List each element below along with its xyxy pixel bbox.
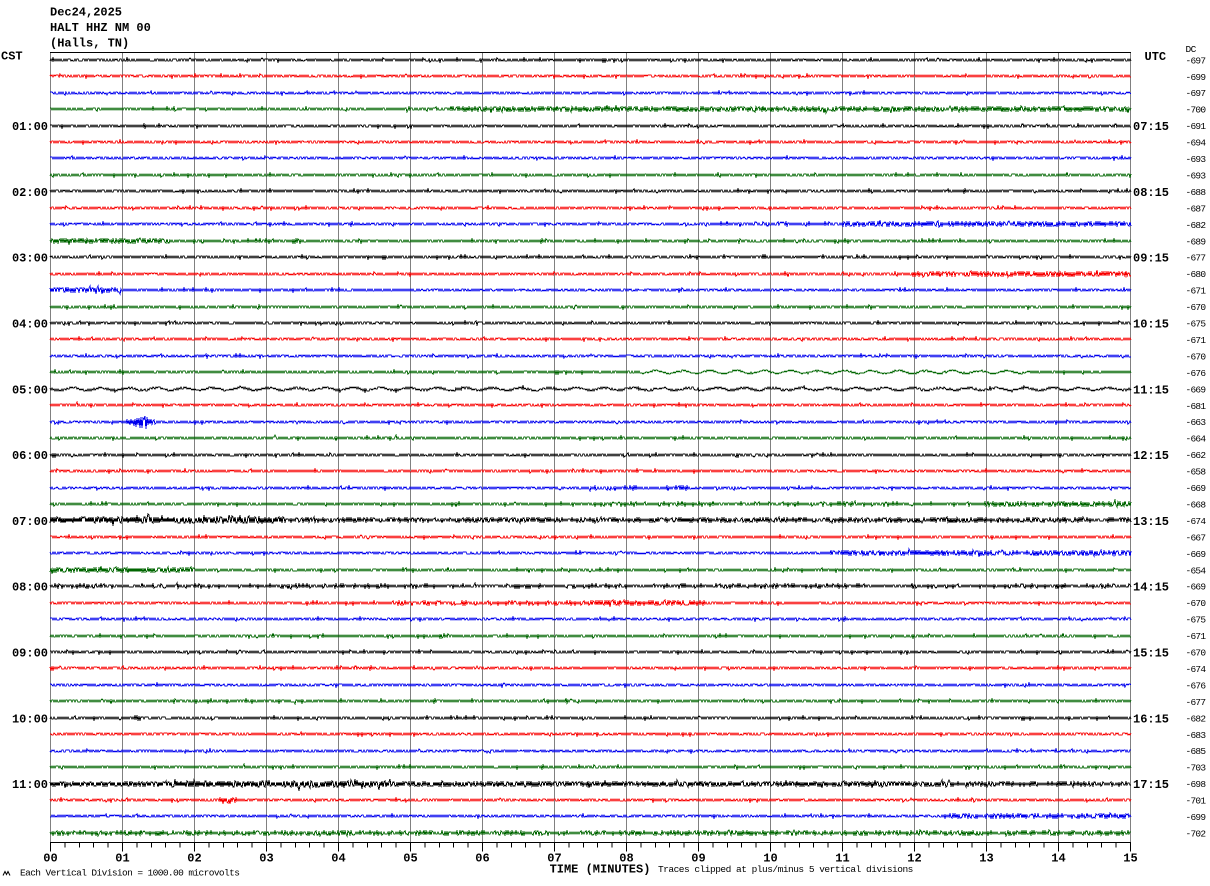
svg-text:05:00: 05:00 [12, 383, 48, 397]
svg-text:Each Vertical Division = 1000.: Each Vertical Division = 1000.00 microvo… [20, 868, 239, 879]
svg-text:12: 12 [907, 852, 921, 866]
svg-text:Dec24,2025: Dec24,2025 [50, 6, 122, 20]
svg-text:(Halls, TN): (Halls, TN) [50, 37, 129, 51]
svg-text:00: 00 [43, 852, 57, 866]
svg-text:UTC: UTC [1145, 50, 1167, 64]
svg-text:-676: -676 [1186, 368, 1207, 379]
svg-text:14: 14 [1051, 852, 1065, 866]
svg-text:-681: -681 [1186, 401, 1207, 412]
svg-text:-669: -669 [1186, 384, 1207, 395]
svg-text:-689: -689 [1186, 236, 1207, 247]
svg-text:13:15: 13:15 [1133, 515, 1169, 529]
svg-text:-671: -671 [1186, 631, 1207, 642]
svg-text:07:00: 07:00 [12, 515, 48, 529]
svg-text:01: 01 [115, 852, 129, 866]
svg-text:03:00: 03:00 [12, 252, 48, 266]
svg-text:08:00: 08:00 [12, 581, 48, 595]
svg-text:-671: -671 [1186, 335, 1207, 346]
svg-text:-694: -694 [1186, 138, 1207, 149]
svg-text:HALT HHZ NM 00: HALT HHZ NM 00 [50, 21, 151, 35]
svg-text:-697: -697 [1186, 55, 1206, 66]
svg-text:11:00: 11:00 [12, 778, 48, 792]
svg-text:-682: -682 [1186, 713, 1207, 724]
svg-text:-674: -674 [1186, 516, 1207, 527]
svg-text:-698: -698 [1186, 779, 1207, 790]
svg-text:-683: -683 [1186, 730, 1207, 741]
svg-text:14:15: 14:15 [1133, 581, 1169, 595]
svg-text:09:15: 09:15 [1133, 252, 1169, 266]
svg-text:-671: -671 [1186, 286, 1207, 297]
svg-text:-677: -677 [1186, 697, 1206, 708]
svg-text:-668: -668 [1186, 499, 1207, 510]
svg-text:-675: -675 [1186, 319, 1207, 330]
svg-text:-674: -674 [1186, 664, 1207, 675]
svg-text:-703: -703 [1186, 763, 1207, 774]
svg-text:09:00: 09:00 [12, 647, 48, 661]
svg-text:-687: -687 [1186, 203, 1206, 214]
svg-text:-670: -670 [1186, 648, 1207, 659]
svg-text:-658: -658 [1186, 467, 1207, 478]
svg-text:08: 08 [619, 852, 633, 866]
svg-text:12:15: 12:15 [1133, 449, 1169, 463]
svg-text:-669: -669 [1186, 582, 1207, 593]
svg-text:-663: -663 [1186, 417, 1207, 428]
svg-text:04: 04 [331, 852, 345, 866]
svg-text:-688: -688 [1186, 187, 1207, 198]
svg-text:-667: -667 [1186, 532, 1206, 543]
svg-text:10: 10 [763, 852, 777, 866]
svg-text:02: 02 [187, 852, 201, 866]
svg-text:11: 11 [835, 852, 849, 866]
svg-text:17:15: 17:15 [1133, 778, 1169, 792]
svg-text:-682: -682 [1186, 220, 1207, 231]
svg-text:10:00: 10:00 [12, 712, 48, 726]
svg-text:07:15: 07:15 [1133, 120, 1169, 134]
svg-text:-699: -699 [1186, 72, 1207, 83]
svg-text:-676: -676 [1186, 680, 1207, 691]
svg-text:15: 15 [1123, 852, 1137, 866]
svg-text:-697: -697 [1186, 88, 1206, 99]
svg-text:-675: -675 [1186, 615, 1207, 626]
svg-text:-691: -691 [1186, 121, 1207, 132]
svg-text:10:15: 10:15 [1133, 318, 1169, 332]
svg-text:Traces clipped at plus/minus 5: Traces clipped at plus/minus 5 vertical … [658, 864, 913, 875]
svg-text:02:00: 02:00 [12, 186, 48, 200]
svg-text:05: 05 [403, 852, 417, 866]
svg-text:04:00: 04:00 [12, 318, 48, 332]
svg-text:-664: -664 [1186, 434, 1207, 445]
svg-text:15:15: 15:15 [1133, 647, 1169, 661]
svg-text:-669: -669 [1186, 483, 1207, 494]
svg-text:-670: -670 [1186, 598, 1207, 609]
svg-text:13: 13 [979, 852, 993, 866]
svg-text:-701: -701 [1186, 796, 1207, 807]
svg-text:11:15: 11:15 [1133, 383, 1169, 397]
svg-text:07: 07 [547, 852, 561, 866]
svg-text:DC: DC [1186, 44, 1197, 55]
svg-text:-680: -680 [1186, 269, 1207, 280]
svg-text:06:00: 06:00 [12, 449, 48, 463]
svg-text:08:15: 08:15 [1133, 186, 1169, 200]
svg-text:-669: -669 [1186, 549, 1207, 560]
svg-text:-654: -654 [1186, 565, 1207, 576]
svg-text:09: 09 [691, 852, 705, 866]
svg-text:16:15: 16:15 [1133, 712, 1169, 726]
svg-text:-677: -677 [1186, 253, 1206, 264]
svg-text:CST: CST [1, 50, 23, 64]
svg-text:01:00: 01:00 [12, 120, 48, 134]
svg-text:-670: -670 [1186, 302, 1207, 313]
svg-text:06: 06 [475, 852, 489, 866]
svg-text:03: 03 [259, 852, 273, 866]
svg-text:-693: -693 [1186, 170, 1207, 181]
svg-text:-702: -702 [1186, 828, 1207, 839]
svg-text:-700: -700 [1186, 105, 1207, 116]
svg-text:-685: -685 [1186, 746, 1207, 757]
svg-text:-699: -699 [1186, 812, 1207, 823]
svg-text:TIME (MINUTES): TIME (MINUTES) [550, 863, 651, 877]
svg-text:-693: -693 [1186, 154, 1207, 165]
svg-text:-670: -670 [1186, 351, 1207, 362]
svg-text:-662: -662 [1186, 450, 1207, 461]
